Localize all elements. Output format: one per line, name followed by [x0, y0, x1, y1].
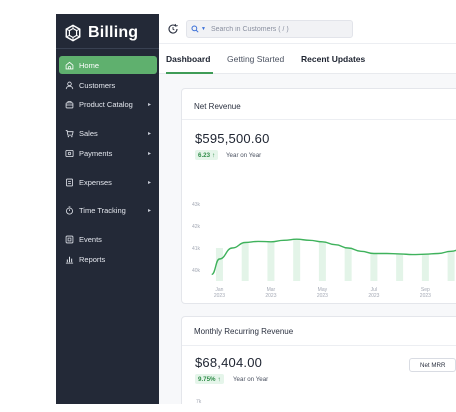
delta-label: Year on Year — [226, 152, 262, 159]
net-revenue-chart: 43k42k41k40kJan2023Mar2023May2023Jul2023… — [192, 202, 456, 299]
delta-label: Year on Year — [233, 376, 269, 383]
sidebar-item-events[interactable]: Events — [59, 230, 157, 248]
x-tick-label: 2023 — [317, 293, 328, 299]
chart-bar — [241, 242, 249, 281]
payment-icon — [65, 149, 74, 157]
y-tick-label: 43k — [192, 202, 201, 208]
mrr-value: $68,404.00 — [195, 355, 263, 370]
history-icon[interactable] — [167, 23, 179, 35]
x-tick-label: 2023 — [265, 293, 276, 299]
package-icon — [65, 100, 74, 108]
chevron-right-icon: ▸ — [147, 130, 151, 137]
chevron-right-icon: ▸ — [147, 179, 151, 186]
sidebar-item-label: Home — [79, 60, 100, 70]
x-tick-label: Mar — [267, 287, 276, 293]
card-divider — [182, 345, 456, 346]
home-icon — [65, 61, 74, 69]
app-frame: Billing Home Customers Product Catalog ▸… — [56, 14, 456, 404]
chart-bar — [215, 248, 223, 281]
events-icon — [65, 235, 74, 243]
chart-bar — [396, 253, 404, 281]
bar-chart-icon — [65, 256, 74, 264]
receipt-icon — [66, 178, 73, 186]
card-title: Net Revenue — [194, 102, 241, 111]
y-tick-label: 40k — [192, 268, 201, 274]
sidebar-item-home[interactable]: Home — [59, 56, 157, 74]
card-divider — [182, 119, 456, 120]
delta-value: 9.75% — [198, 375, 216, 383]
sidebar-item-time-tracking[interactable]: Time Tracking ▸ — [59, 201, 157, 219]
search-input[interactable] — [210, 25, 341, 33]
sidebar-item-label: Product Catalog — [79, 99, 133, 109]
sidebar-item-expenses[interactable]: Expenses ▸ — [59, 173, 157, 191]
delta-badge: 9.75% ↑ — [195, 374, 224, 384]
sidebar-item-payments[interactable]: Payments ▸ — [59, 144, 157, 162]
y-tick-label: 42k — [192, 224, 201, 230]
sidebar-divider — [56, 48, 159, 49]
x-tick-label: 2023 — [420, 293, 431, 299]
cart-icon — [65, 129, 74, 137]
sidebar-item-label: Events — [79, 234, 102, 244]
user-icon — [65, 81, 74, 89]
y-tick-label: 7k — [196, 399, 202, 404]
active-tab-indicator — [166, 72, 213, 74]
sidebar-item-label: Expenses — [79, 177, 112, 187]
x-tick-label: Jan — [215, 287, 223, 293]
chevron-right-icon: ▸ — [147, 150, 151, 157]
sidebar: Billing Home Customers Product Catalog ▸… — [56, 14, 159, 404]
chart-bar — [421, 254, 429, 281]
delta-value: 6.23 — [198, 151, 211, 159]
y-tick-label: 41k — [192, 246, 201, 252]
chart-bar — [447, 251, 455, 281]
tab-recent-updates[interactable]: Recent Updates — [301, 54, 366, 64]
chart-bar — [370, 253, 378, 281]
brand[interactable]: Billing — [64, 22, 138, 44]
chevron-right-icon: ▸ — [147, 101, 151, 108]
chart-bar — [318, 241, 326, 281]
sidebar-item-label: Customers — [79, 80, 116, 90]
x-tick-label: May — [318, 287, 328, 293]
search-box[interactable]: ▼ — [186, 20, 353, 38]
chart-bar — [293, 239, 301, 281]
mrr-card: Monthly Recurring Revenue $68,404.00 9.7… — [181, 316, 456, 404]
chart-bar — [344, 248, 352, 281]
chart-bar — [267, 241, 275, 281]
chevron-right-icon: ▸ — [147, 207, 151, 214]
arrow-up-icon: ↑ — [217, 375, 221, 383]
search-icon[interactable] — [191, 25, 199, 33]
billing-logo-icon — [65, 24, 81, 42]
x-tick-label: Jul — [371, 287, 377, 293]
x-tick-label: 2023 — [368, 293, 379, 299]
sidebar-item-label: Payments — [79, 148, 113, 158]
sidebar-item-product-catalog[interactable]: Product Catalog ▸ — [59, 95, 157, 113]
arrow-up-icon: ↑ — [212, 151, 216, 159]
tab-dashboard[interactable]: Dashboard — [166, 54, 211, 64]
chart-series-line — [211, 238, 456, 276]
sidebar-item-label: Reports — [79, 254, 106, 264]
net-revenue-card: Net Revenue $595,500.60 6.23 ↑ Year on Y… — [181, 88, 456, 304]
tab-getting-started[interactable]: Getting Started — [227, 54, 285, 64]
tab-bar: Dashboard Getting Started Recent Updates — [159, 44, 456, 74]
app-name: Billing — [88, 24, 139, 41]
sidebar-item-label: Time Tracking — [79, 205, 126, 215]
card-title: Monthly Recurring Revenue — [194, 327, 294, 336]
mrr-chart: 7k — [196, 399, 202, 404]
delta-badge: 6.23 ↑ — [195, 150, 219, 160]
top-bar: ▼ — [159, 14, 456, 44]
x-tick-label: Sep — [421, 287, 430, 293]
sidebar-item-customers[interactable]: Customers — [59, 76, 157, 94]
sidebar-item-sales[interactable]: Sales ▸ — [59, 124, 157, 142]
x-tick-label: 2023 — [214, 293, 225, 299]
sidebar-item-reports[interactable]: Reports — [59, 250, 157, 268]
net-revenue-value: $595,500.60 — [195, 131, 270, 146]
search-scope-dropdown[interactable]: ▼ — [201, 26, 206, 32]
sidebar-item-label: Sales — [79, 128, 98, 138]
stopwatch-icon — [66, 205, 73, 215]
